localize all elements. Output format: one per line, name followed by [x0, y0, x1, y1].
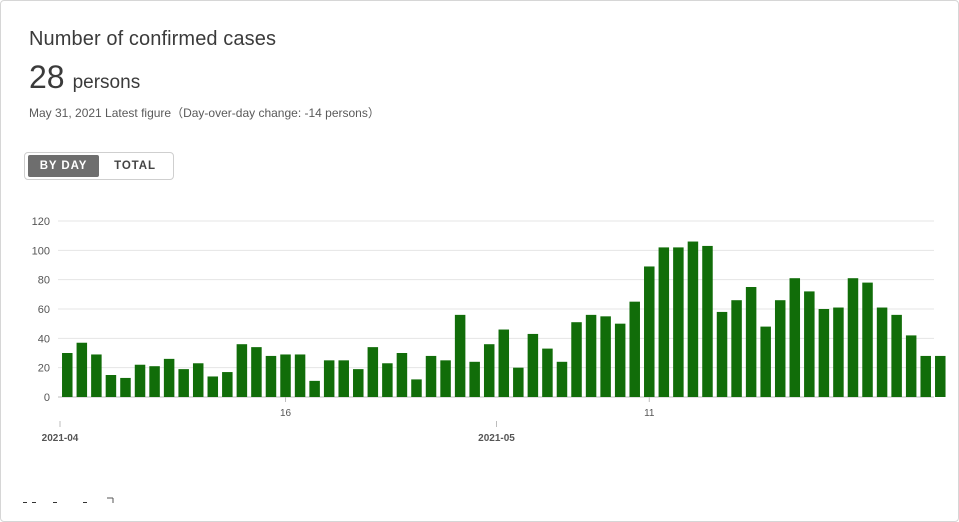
bar: [789, 278, 801, 397]
latest-value: 28: [29, 59, 65, 95]
bar: [527, 333, 539, 397]
bar: [163, 358, 175, 397]
bar: [91, 354, 102, 397]
x-month-label: 2021-04: [42, 433, 79, 444]
latest-figure: 28 persons: [29, 59, 140, 96]
bar: [935, 355, 946, 397]
bar: [818, 309, 830, 397]
bar: [251, 347, 262, 397]
bar: [673, 247, 684, 397]
bar: [774, 300, 786, 397]
bar: [440, 360, 451, 397]
bar: [658, 247, 670, 397]
card-title: Number of confirmed cases: [29, 28, 277, 50]
bar: [905, 335, 917, 397]
x-tick-label: 16: [280, 408, 292, 419]
y-tick-label: 20: [38, 363, 50, 375]
bar: [382, 363, 393, 397]
bar: [236, 344, 248, 397]
bar: [687, 241, 699, 397]
bar: [396, 353, 408, 397]
y-tick-label: 80: [38, 275, 50, 287]
bar: [716, 311, 728, 397]
bar: [425, 355, 437, 397]
bar: [644, 266, 655, 397]
bar: [265, 355, 277, 397]
bar: [556, 361, 568, 397]
bar: [323, 360, 335, 397]
latest-unit: persons: [72, 72, 141, 93]
bar: [891, 314, 902, 397]
bar: [585, 314, 597, 397]
bar: [353, 369, 364, 397]
bar: [498, 329, 510, 397]
bar: [804, 291, 815, 397]
bar: [483, 344, 495, 397]
bar: [411, 379, 422, 397]
bar: [120, 377, 131, 397]
bar: [513, 367, 524, 397]
y-tick-label: 0: [44, 392, 50, 404]
y-tick-label: 40: [38, 333, 50, 345]
bar: [600, 316, 611, 397]
bar: [280, 354, 291, 397]
bar: [294, 354, 306, 397]
bar: [542, 348, 553, 397]
bar: [207, 376, 219, 397]
by-day-button[interactable]: BY DAY: [28, 155, 99, 177]
bar: [745, 287, 757, 397]
bar: [920, 355, 931, 397]
bar: [862, 282, 873, 397]
bar: [847, 278, 859, 397]
bar: [731, 300, 742, 397]
total-button[interactable]: TOTAL: [114, 160, 156, 172]
view-toggle: BY DAY TOTAL: [24, 152, 174, 180]
bar: [149, 366, 160, 397]
bar: [614, 323, 626, 397]
bar: [833, 307, 844, 397]
bar: [571, 322, 582, 397]
bar: [309, 380, 320, 397]
bar: [876, 307, 888, 397]
latest-figure-note: May 31, 2021 Latest figure（Day-over-day …: [29, 106, 380, 120]
bar: [760, 326, 771, 397]
bar: [105, 375, 117, 397]
bar: [134, 364, 146, 397]
footer-peek: [23, 493, 143, 503]
bar: [629, 301, 640, 397]
y-tick-label: 60: [38, 304, 50, 316]
bar: [222, 372, 233, 397]
bar: [62, 353, 73, 397]
bar: [454, 314, 466, 397]
x-month-label: 2021-05: [478, 433, 515, 444]
y-tick-label: 120: [32, 216, 50, 228]
bar: [76, 342, 88, 397]
bar: [178, 369, 189, 397]
bar: [367, 347, 379, 397]
bar: [702, 245, 713, 397]
cases-bar-chart: 0 20 40 60 80 100 120 16 11 2021-04 2021-05: [32, 216, 946, 444]
y-tick-label: 100: [32, 245, 50, 257]
x-tick-label: 11: [644, 408, 655, 419]
bar: [338, 360, 349, 397]
bar: [469, 361, 480, 397]
bar: [192, 363, 204, 397]
